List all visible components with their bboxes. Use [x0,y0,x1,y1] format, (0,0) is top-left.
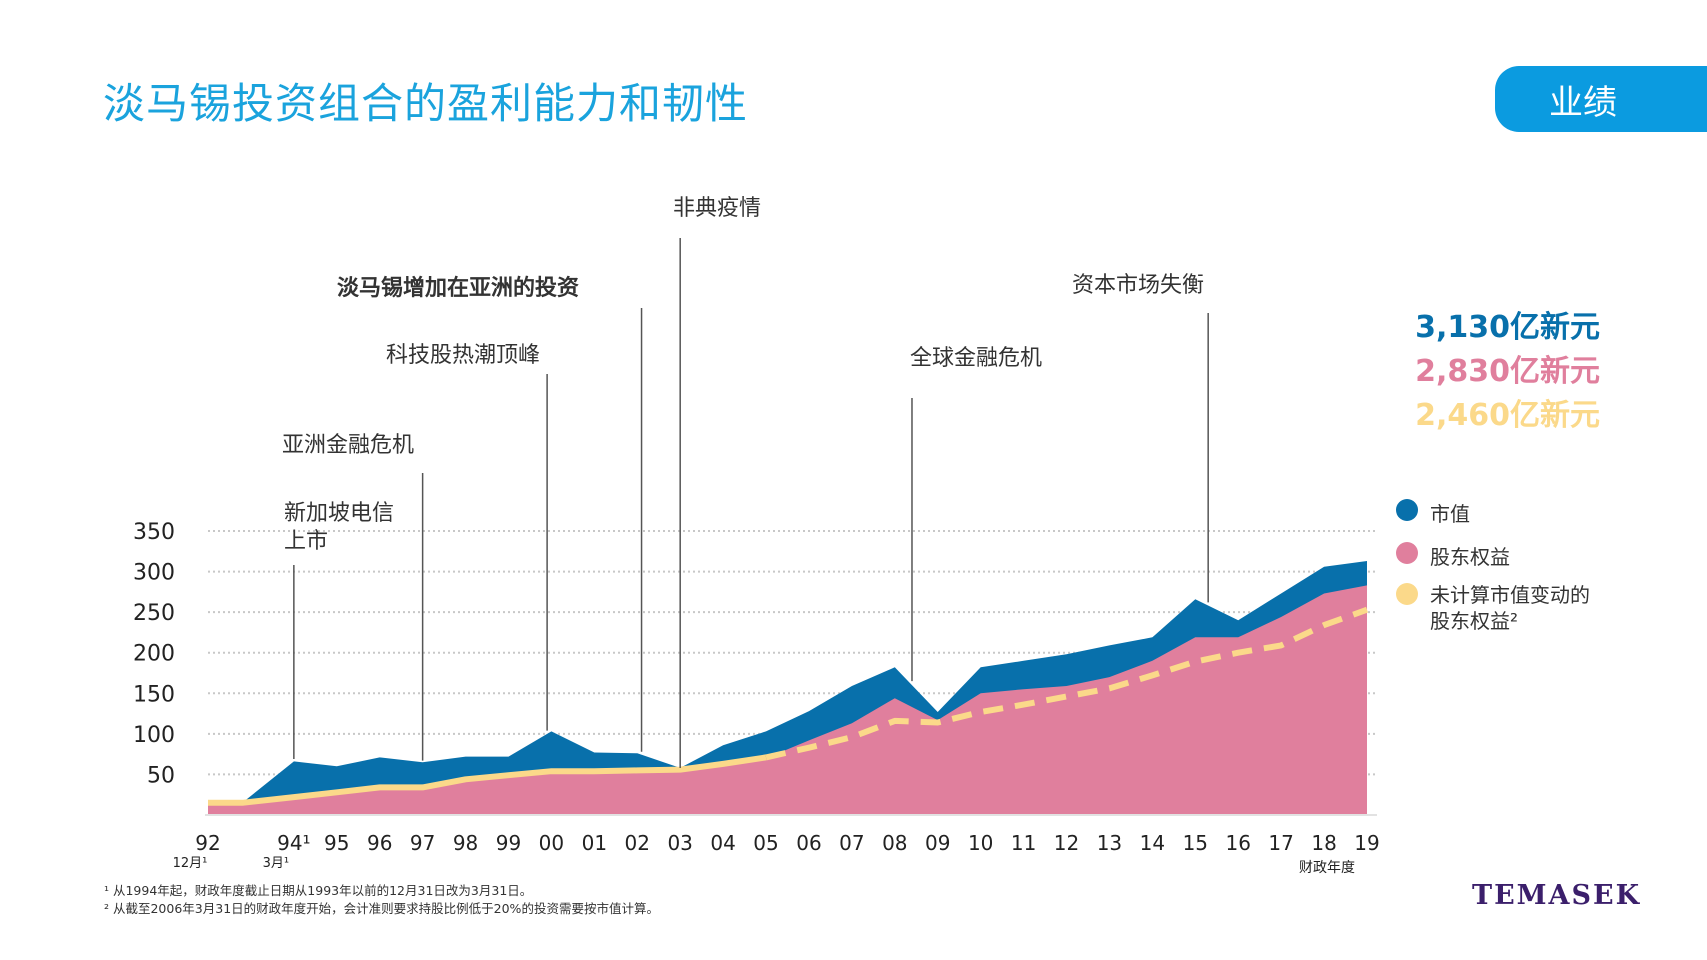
equity-excl-mv-line-dashed [765,606,1369,761]
equity-excl-mv-line-solid [208,754,767,806]
annotation-label: 科技股热潮顶峰 [386,343,540,368]
y-tick-label: 350 [133,520,175,545]
annotation-label: 新加坡电信 [284,501,394,526]
legend-label-equity-excl-mv-2: 股东权益² [1430,609,1519,633]
x-tick-label: 13 [1097,831,1122,855]
x-tick-label: 11 [1011,831,1036,855]
x-tick-label: 01 [582,831,607,855]
annotation-label: 上市 [284,529,328,554]
x-tick-label: 07 [839,831,864,855]
x-tick-label: 10 [968,831,993,855]
x-tick-label: 02 [625,831,650,855]
y-tick-label: 250 [133,601,175,626]
annotation-label: 资本市场失衡 [1072,273,1204,298]
x-tick-label: 08 [882,831,907,855]
x-tick-label: 03 [667,831,692,855]
x-tick-label: 98 [453,831,478,855]
x-tick-label: 09 [925,831,950,855]
x-tick-label: 96 [367,831,392,855]
x-axis-title: 财政年度 [1299,860,1355,876]
y-tick-label: 50 [147,763,175,788]
legend-item-equity-excl-mv: 未计算市值变动的 股东权益² [1396,582,1590,634]
footnote-2: ² 从截至2006年3月31日的财政年度开始，会计准则要求持股比例低于20%的投… [104,901,659,916]
x-tick-label: 94¹ [277,831,310,855]
x-tick-sublabel: 3月¹ [263,856,289,871]
x-tick-label: 18 [1311,831,1336,855]
x-tick-label: 12 [1054,831,1079,855]
legend-item-market-value: 市值 [1396,498,1470,527]
x-tick-label: 15 [1183,831,1208,855]
y-tick-label: 300 [133,561,175,586]
shareholder-equity-area [208,585,1367,815]
section-tab[interactable]: 业绩 [1495,66,1707,132]
annotation-label: 亚洲金融危机 [282,433,414,458]
legend-item-shareholder-equity: 股东权益 [1396,541,1510,570]
x-tick-label: 99 [496,831,521,855]
temasek-logo: TEMASEK [1472,880,1642,911]
footnote-1: ¹ 从1994年起，财政年度截止日期从1993年以前的12月31日改为3月31日… [104,883,533,898]
annotation-label: 全球金融危机 [910,346,1042,371]
x-tick-label: 16 [1225,831,1250,855]
x-tick-sublabel: 12月¹ [173,856,208,871]
x-tick-label: 92 [195,831,220,855]
x-tick-label: 97 [410,831,435,855]
legend-label-shareholder-equity: 股东权益 [1430,545,1510,569]
shareholder-equity-total: 2,830亿新元 [1415,354,1600,389]
annotation-label: 非典疫情 [673,196,761,221]
x-tick-label: 19 [1354,831,1379,855]
x-tick-label: 04 [710,831,735,855]
y-tick-label: 100 [133,723,175,748]
legend-swatch-shareholder-equity [1396,542,1418,564]
legend-swatch-equity-excl-mv [1396,583,1418,605]
page-title: 淡马锡投资组合的盈利能力和韧性 [103,79,749,128]
x-tick-label: 95 [324,831,349,855]
annotation-label: 淡马锡增加在亚洲的投资 [337,275,579,301]
legend-label-equity-excl-mv: 未计算市值变动的 [1430,583,1590,607]
market-value-total: 3,130亿新元 [1415,310,1600,345]
x-tick-label: 05 [753,831,778,855]
y-tick-label: 150 [133,682,175,707]
y-tick-label: 200 [133,642,175,667]
x-tick-label: 06 [796,831,821,855]
x-tick-label: 00 [539,831,564,855]
x-tick-label: 17 [1268,831,1293,855]
legend-swatch-market-value [1396,499,1418,521]
equity-excl-mv-total: 2,460亿新元 [1415,398,1600,433]
legend-label-market-value: 市值 [1430,502,1470,526]
x-tick-label: 14 [1140,831,1165,855]
